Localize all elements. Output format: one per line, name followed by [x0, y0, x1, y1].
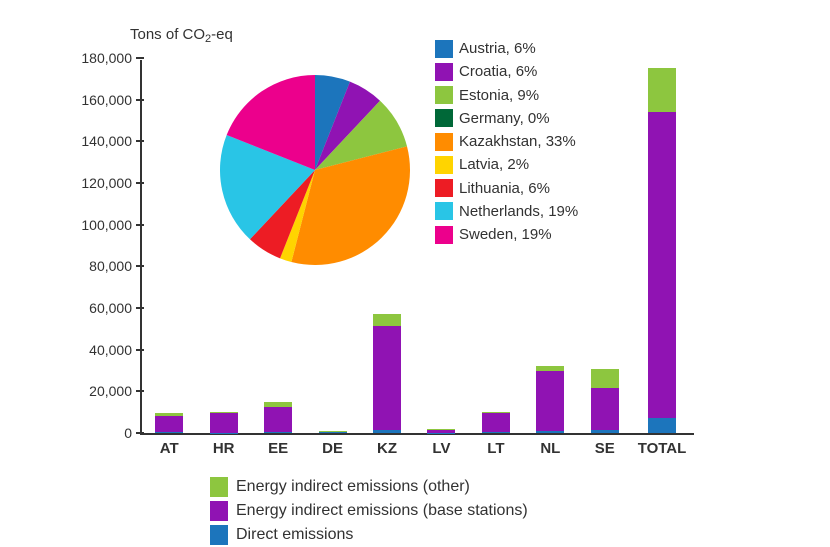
legend-label: Estonia, 9%: [459, 84, 539, 107]
legend-label: Energy indirect emissions (base stations…: [236, 499, 528, 523]
seg-other: [155, 413, 183, 415]
x-label: HR: [213, 440, 235, 457]
seg-base: [264, 407, 292, 432]
y-tick-label: 60,000: [42, 300, 132, 316]
pie-legend-row: Estonia, 9%: [435, 84, 578, 107]
legend-label: Austria, 6%: [459, 37, 536, 60]
y-tick-mark: [136, 390, 144, 392]
y-tick-mark: [136, 182, 144, 184]
y-tick-mark: [136, 57, 144, 59]
seg-base: [373, 326, 401, 430]
y-tick-label: 160,000: [42, 92, 132, 108]
x-label: EE: [268, 440, 288, 457]
x-label: TOTAL: [638, 440, 687, 457]
chart-container: Tons of CO2-eq 0 20,000 40,000 60,000 80,000…: [40, 20, 800, 460]
seg-other: [373, 314, 401, 325]
y-tick-mark: [136, 349, 144, 351]
legend-swatch: [435, 156, 453, 174]
x-label: KZ: [377, 440, 397, 457]
seg-other: [482, 412, 510, 413]
x-label: NL: [540, 440, 560, 457]
legend-label: Kazakhstan, 33%: [459, 130, 576, 153]
legend-label: Latvia, 2%: [459, 153, 529, 176]
x-label: LT: [487, 440, 504, 457]
seg-direct: [155, 432, 183, 433]
legend-swatch: [435, 179, 453, 197]
seg-direct: [264, 432, 292, 433]
y-tick-label: 120,000: [42, 175, 132, 191]
y-tick-label: 100,000: [42, 217, 132, 233]
seg-base: [155, 416, 183, 433]
legend-swatch: [435, 226, 453, 244]
seg-base: [536, 371, 564, 431]
legend-label: Germany, 0%: [459, 107, 550, 130]
x-label: AT: [160, 440, 179, 457]
seg-base: [482, 413, 510, 433]
y-tick-mark: [136, 265, 144, 267]
pie-legend-row: Croatia, 6%: [435, 60, 578, 83]
seg-direct: [319, 432, 347, 433]
seg-other: [264, 402, 292, 407]
legend-label: Energy indirect emissions (other): [236, 475, 470, 499]
y-tick-label: 140,000: [42, 133, 132, 149]
pie-chart: [220, 75, 410, 265]
pie-legend-row: Latvia, 2%: [435, 153, 578, 176]
legend-label: Croatia, 6%: [459, 60, 537, 83]
seg-other: [648, 68, 676, 112]
seg-direct: [591, 430, 619, 433]
pie-legend-row: Sweden, 19%: [435, 223, 578, 246]
legend-swatch: [435, 202, 453, 220]
legend-swatch: [435, 63, 453, 81]
y-tick-label: 40,000: [42, 342, 132, 358]
legend-label: Sweden, 19%: [459, 223, 552, 246]
seg-direct: [648, 418, 676, 433]
pie-legend: Austria, 6%Croatia, 6%Estonia, 9%Germany…: [435, 37, 578, 246]
legend-swatch: [210, 477, 228, 497]
y-tick-mark: [136, 140, 144, 142]
pie-legend-row: Austria, 6%: [435, 37, 578, 60]
y-tick-mark: [136, 99, 144, 101]
pie-legend-row: Germany, 0%: [435, 107, 578, 130]
seg-other: [210, 412, 238, 413]
legend-swatch: [210, 525, 228, 545]
seg-base: [648, 112, 676, 418]
seg-direct: [482, 432, 510, 433]
y-tick-label: 0: [42, 425, 132, 441]
seg-base: [319, 431, 347, 432]
legend-swatch: [435, 109, 453, 127]
legend-label: Lithuania, 6%: [459, 177, 550, 200]
y-tick-label: 20,000: [42, 383, 132, 399]
seg-other: [536, 366, 564, 371]
seg-base: [210, 413, 238, 433]
legend-swatch: [435, 133, 453, 151]
bar-plot-total: TOTAL: [630, 60, 694, 435]
pie-svg: [220, 75, 410, 265]
x-label: SE: [595, 440, 615, 457]
seg-base: [427, 429, 455, 433]
y-axis-title: Tons of CO2-eq: [130, 26, 233, 43]
legend-swatch: [435, 86, 453, 104]
legend-label: Direct emissions: [236, 523, 353, 547]
pie-legend-row: Kazakhstan, 33%: [435, 130, 578, 153]
legend-swatch: [210, 501, 228, 521]
pie-legend-row: Lithuania, 6%: [435, 177, 578, 200]
legend-swatch: [435, 40, 453, 58]
seg-direct: [536, 431, 564, 433]
pie-legend-row: Netherlands, 19%: [435, 200, 578, 223]
y-tick-mark: [136, 307, 144, 309]
y-tick-label: 180,000: [42, 50, 132, 66]
x-label: DE: [322, 440, 343, 457]
seg-direct: [373, 430, 401, 433]
seg-other: [591, 369, 619, 388]
x-label: LV: [432, 440, 450, 457]
bar-legend-row: Direct emissions: [210, 523, 528, 547]
bar-legend-row: Energy indirect emissions (other): [210, 475, 528, 499]
y-tick-label: 80,000: [42, 258, 132, 274]
y-tick-mark: [136, 432, 144, 434]
legend-label: Netherlands, 19%: [459, 200, 578, 223]
y-tick-mark: [136, 224, 144, 226]
bar-legend: Energy indirect emissions (other)Energy …: [210, 475, 528, 547]
seg-base: [591, 388, 619, 430]
bar-legend-row: Energy indirect emissions (base stations…: [210, 499, 528, 523]
